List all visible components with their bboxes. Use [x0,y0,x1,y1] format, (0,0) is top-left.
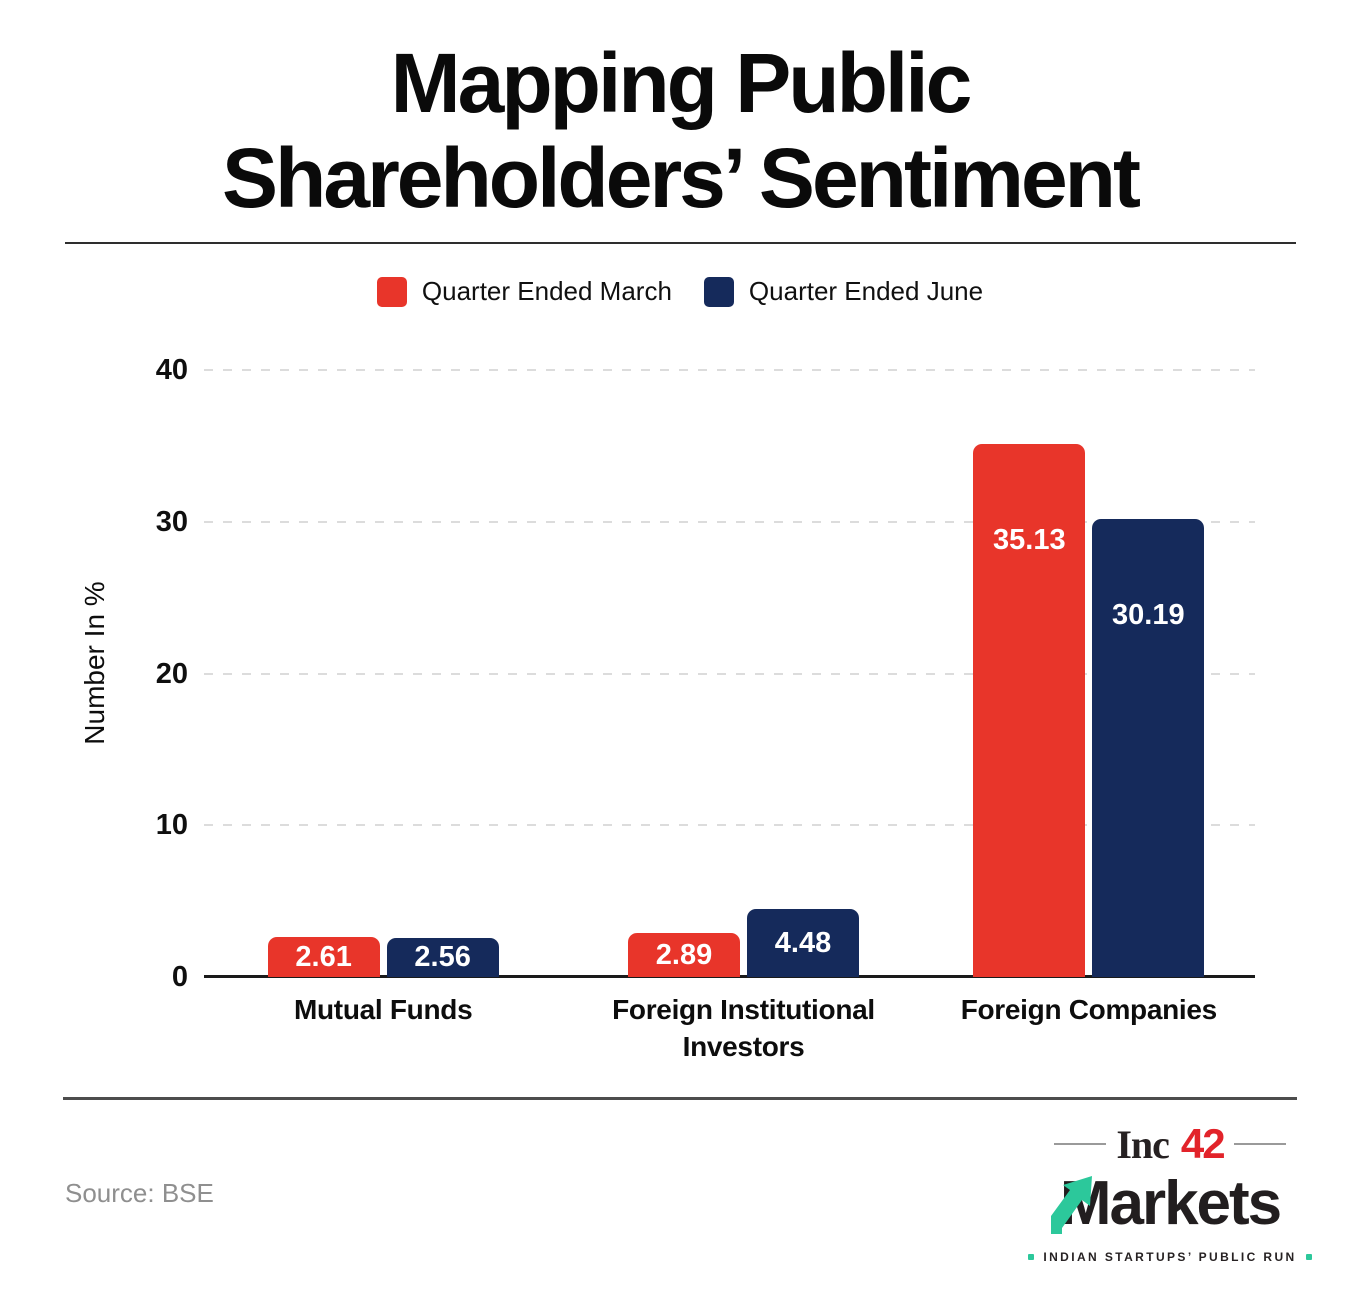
bar-june-mutual-funds: 2.56 [386,938,499,977]
y-tick-10: 10 [155,809,188,842]
category-label-3: Foreign Companies [960,994,1218,1025]
green-arrow-icon [1051,1176,1092,1234]
bar-march-foreign-institutional-investors: 2.89 [628,933,740,977]
title-divider [65,242,1296,244]
inc42-markets-logo: Inc 42 Markets INDIAN STARTUPS’ PUBLIC R… [1028,1120,1312,1264]
bar-march-mutual-funds: 2.61 [267,937,380,977]
gridline-30 [204,520,1255,523]
y-tick-30: 30 [155,505,188,538]
logo-42-text: 42 [1180,1120,1226,1167]
legend-swatch-june [703,276,734,307]
legend-label-june: Quarter Ended June [748,276,984,306]
bar-march-foreign-companies: 35.13 [973,444,1086,977]
logo-right-rule [1233,1143,1286,1145]
y-tick-40: 40 [155,354,188,386]
bar-june-foreign-companies: 30.19 [1092,519,1205,977]
y-tick-0: 0 [171,961,188,993]
legend-swatch-march [376,276,407,307]
logo-top-row: Inc 42 [1040,1120,1300,1168]
category-label-1: Mutual Funds [293,994,473,1025]
chart-title: Mapping Public Shareholders’ Sentiment [0,36,1360,226]
legend: Quarter Ended March Quarter Ended June [0,276,1360,307]
tagline-left-dot-icon [1028,1254,1035,1260]
gridline-40 [204,369,1255,371]
bar-value-label: 30.19 [1112,599,1185,631]
logo-tagline: INDIAN STARTUPS’ PUBLIC RUN [1028,1250,1312,1264]
chart-title-line2: Shareholders’ Sentiment [222,131,1141,225]
bar-value-label: 2.56 [414,941,471,973]
bar-value-label: 4.48 [774,926,832,959]
legend-label-march: Quarter Ended March [421,276,672,306]
bar-value-label: 2.89 [655,938,713,971]
chart-title-line1: Mapping Public [390,36,973,130]
tagline-right-dot-icon [1305,1254,1312,1260]
legend-item-june: Quarter Ended June [703,276,984,307]
category-label-2: Foreign Institutional Investors [612,994,875,1062]
bar-value-label: 35.13 [993,524,1066,556]
y-tick-20: 20 [155,657,188,690]
bar-june-foreign-institutional-investors: 4.48 [747,909,859,977]
gridline-20 [204,672,1255,675]
bar-value-label: 2.61 [295,940,352,973]
legend-item-march: Quarter Ended March [376,276,672,307]
logo-left-rule [1054,1143,1107,1145]
gridline-10 [204,824,1255,827]
footer-divider [63,1097,1297,1100]
source-note: Source: BSE [65,1178,214,1208]
logo-markets-wordmark: Markets [1040,1172,1300,1236]
logo-inc-text: Inc [1116,1121,1170,1167]
